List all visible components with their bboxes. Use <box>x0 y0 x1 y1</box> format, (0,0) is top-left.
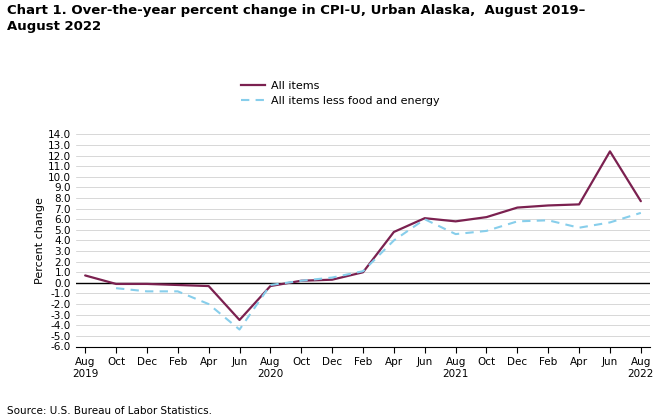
Y-axis label: Percent change: Percent change <box>35 197 45 284</box>
Legend: All items, All items less food and energy: All items, All items less food and energ… <box>236 76 444 111</box>
Text: Source: U.S. Bureau of Labor Statistics.: Source: U.S. Bureau of Labor Statistics. <box>7 406 212 416</box>
Text: Chart 1. Over-the-year percent change in CPI-U, Urban Alaska,  August 2019–
Augu: Chart 1. Over-the-year percent change in… <box>7 4 585 33</box>
